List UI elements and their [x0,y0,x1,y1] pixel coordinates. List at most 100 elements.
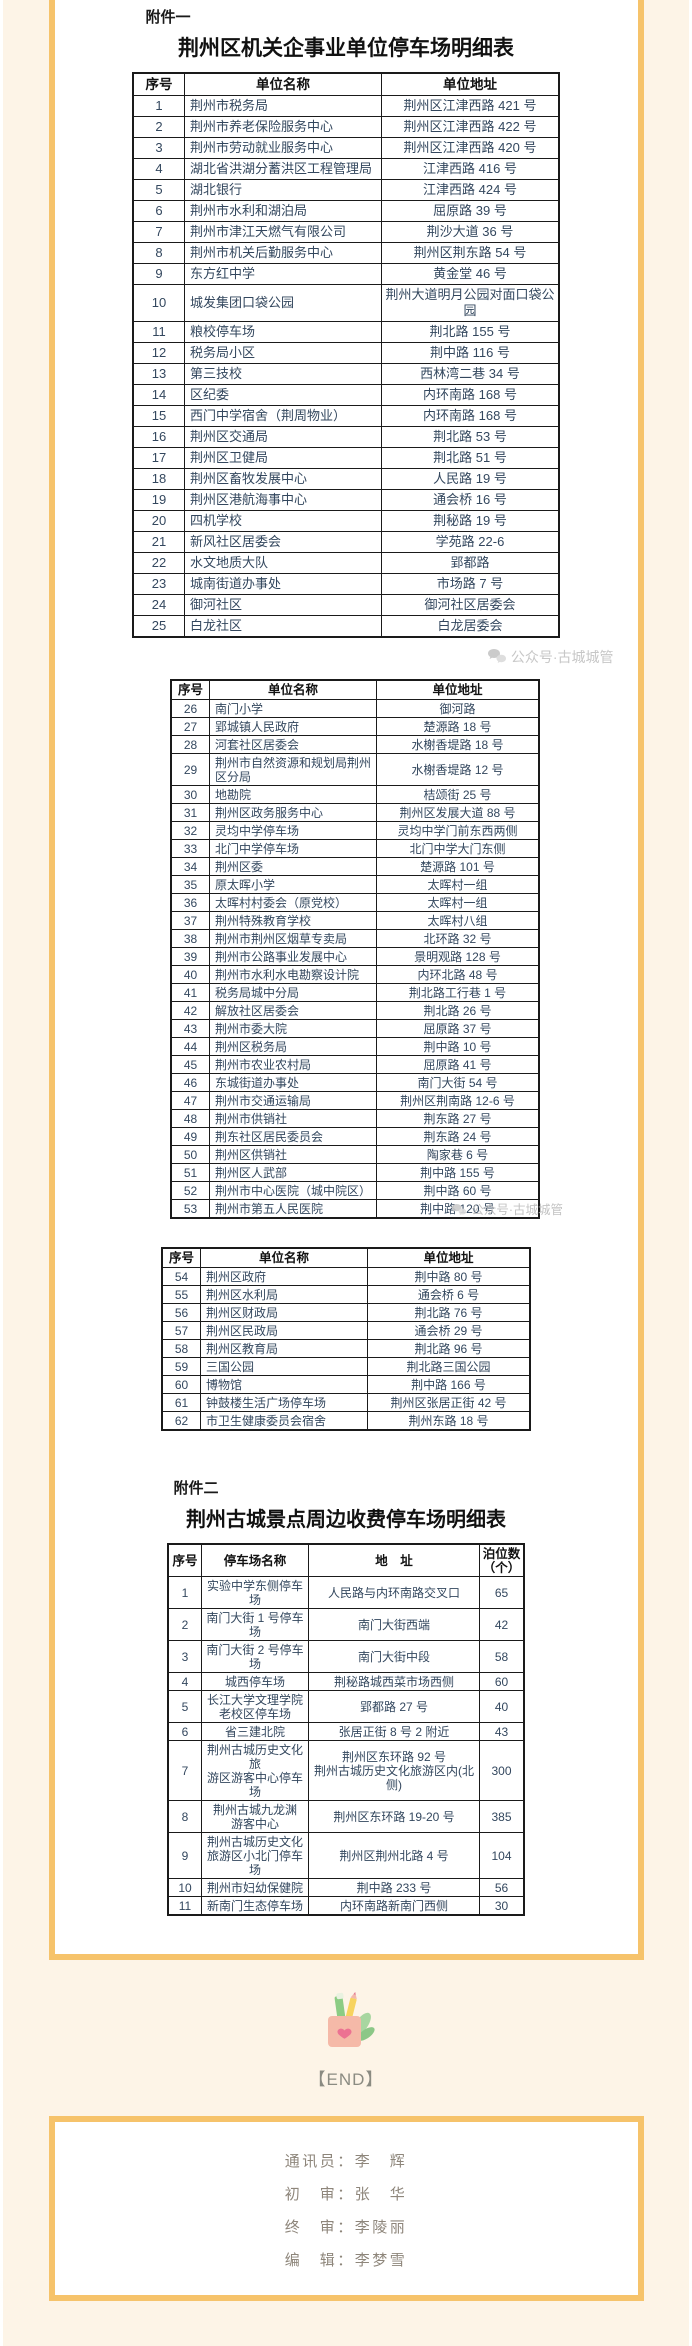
table-row: 11 粮校停车场 荆北路 155 号 [132,321,560,343]
table-cell: 59 [161,1357,201,1376]
table-cell: 南门大街西端 [308,1608,480,1641]
table-row: 7 荆州市津江天燃气有限公司 荆沙大道 36 号 [132,221,560,243]
table-cell: 荆州市水利水电勘察设计院 [209,965,377,984]
article-body: 附件一 荆州区机关企事业单位停车场明细表 序号 单位名称 单位地址 1 荆州市税务局 荆州… [3,0,689,2346]
table-cell: 内环南路 168 号 [381,405,560,427]
table-cell: 南门大街 1 号停车场 [201,1608,309,1641]
paid-parking-table: 序号 停车场名称地 址泊位数 （个） 1 实验中学东侧停车场 人民路与内环南路交叉口 65… [167,1543,525,1916]
table-cell: 5 [167,1690,202,1723]
table-cell: 水文地质大队 [184,552,382,574]
table-row: 41 税务局城中分局 荆北路工行巷 1 号 [170,983,540,1002]
table-cell: 省三建北院 [201,1722,309,1741]
table-row: 3 荆州市劳动就业服务中心 荆州区江津西路 420 号 [132,137,560,159]
table-cell: 北门中学大门东侧 [376,839,540,858]
table-row: 10 荆州市妇幼保健院 荆中路 233 号 56 [167,1878,525,1897]
table-cell: 荆州区供销社 [209,1145,377,1164]
unit-parking-table-3: 序号 单位名称 单位地址 54 荆州区政府 荆中路 80 号 55 荆州区水利局 通会桥 6 号… [161,1247,531,1431]
table-cell: 20 [132,510,185,532]
table-header-row: 序号 单位名称 单位地址 [161,1247,531,1268]
table-header-row: 序号 停车场名称地 址泊位数 （个） [167,1543,525,1577]
table-cell: 56 [161,1303,201,1322]
table-cell: 荆东路 24 号 [376,1127,540,1146]
table-row: 62 市卫生健康委员会宿舍 荆州东路 18 号 [161,1411,531,1431]
table-cell: 15 [132,405,185,427]
table-row: 51 荆州区人武部 荆中路 155 号 [170,1163,540,1182]
table-row: 6 省三建北院 张居正街 8 号 2 附近 43 [167,1722,525,1741]
table-cell: 62 [161,1411,201,1431]
table-header-row: 序号 单位名称 单位地址 [132,72,560,96]
table-cell: 19 [132,489,185,511]
table-cell: 52 [170,1181,210,1200]
table-cell: 23 [132,573,185,595]
attachment2-label: 附件二 [173,1480,219,1497]
table-cell: 34 [170,857,210,876]
table-cell: 荆州区政府 [200,1267,368,1286]
table-cell: 荆东路 27 号 [376,1109,540,1128]
table-cell: 荆州古城历史文化 旅游区小北门停车场 [201,1832,309,1879]
table-cell: 太晖村村委会（原党校） [209,893,377,912]
table-cell: 长江大学文理学院 老校区停车场 [201,1690,309,1723]
watermark-text: 公众号·古城城管 [471,1203,563,1217]
table-row: 32 灵均中学停车场 灵均中学门前东西两侧 [170,821,540,840]
column-header: 单位地址 [367,1247,531,1268]
table-row: 39 荆州市公路事业发展中心 景明观路 128 号 [170,947,540,966]
table-cell: 38 [170,929,210,948]
table-cell: 荆州市自然资源和规划局荆州区分局 [209,753,377,786]
table-cell: 32 [170,821,210,840]
table-cell: 荆州市第五人民医院 [209,1199,377,1219]
attachment1-label: 附件一 [145,9,191,26]
table-row: 56 荆州区财政局 荆北路 76 号 [161,1303,531,1322]
table-cell: 荆州市荆州区烟草专卖局 [209,929,377,948]
table-cell: 60 [161,1375,201,1394]
table-cell: 荆州区卫健局 [184,447,382,469]
table-cell: 御河社区居委会 [381,594,560,616]
table-row: 46 东城街道办事处 南门大街 54 号 [170,1073,540,1092]
table-cell: 新南门生态停车场 [201,1896,309,1916]
table-cell: 荆州区税务局 [209,1037,377,1056]
table-cell: 荆州市公路事业发展中心 [209,947,377,966]
table-cell: 西门中学宿舍（荆周物业） [184,405,382,427]
table-cell: 3 [132,137,185,159]
column-header: 泊位数 （个） [479,1543,525,1577]
table-row: 58 荆州区教育局 荆北路 96 号 [161,1339,531,1358]
table-cell: 西林湾二巷 34 号 [381,363,560,385]
table-cell: 43 [479,1722,525,1741]
table-row: 4 湖北省洪湖分蓄洪区工程管理局 江津西路 416 号 [132,158,560,180]
table-cell: 7 [167,1740,202,1801]
table-cell: 荆中路 80 号 [367,1267,531,1286]
table-row: 6 荆州市水利和湖泊局 屈原路 39 号 [132,200,560,222]
table-cell: 城西停车场 [201,1672,309,1691]
table-cell: 御河路 [376,699,540,718]
table-cell: 荆州区江津西路 420 号 [381,137,560,159]
table-cell: 荆州区人武部 [209,1163,377,1182]
table-cell: 三国公园 [200,1357,368,1376]
table-cell: 荆北路 51 号 [381,447,560,469]
table-cell: 荆州市中心医院（城中院区） [209,1181,377,1200]
table-cell: 24 [132,594,185,616]
table-cell: 荆州区东环路 92 号 荆州古城历史文化旅游区内(北侧) [308,1740,480,1801]
column-header: 序号 [161,1247,201,1268]
table-cell: 楚源路 18 号 [376,717,540,736]
table-cell: 南门大街 54 号 [376,1073,540,1092]
table-cell: 荆州古城九龙渊 游客中心 [201,1800,309,1833]
table-cell: 原太晖小学 [209,875,377,894]
table-row: 10 城发集团口袋公园 荆州大道明月公园对面口袋公园 [132,284,560,322]
table-row: 40 荆州市水利水电勘察设计院 内环北路 48 号 [170,965,540,984]
table-cell: 人民路与内环南路交叉口 [308,1576,480,1609]
column-header: 单位地址 [381,72,560,96]
watermark-2: 公众号·古城城管 [451,1202,563,1218]
table-row: 42 解放社区居委会 荆北路 26 号 [170,1001,540,1020]
table-cell: 荆沙大道 36 号 [381,221,560,243]
table-cell: 荆州区荆东路 54 号 [381,242,560,264]
table-cell: 荆中路 155 号 [376,1163,540,1182]
table-cell: 荆北路工行巷 1 号 [376,983,540,1002]
credit-communicator: 通讯员：李 辉 [284,2153,408,2170]
table-cell: 荆北路 53 号 [381,426,560,448]
table-cell: 郢都路 27 号 [308,1690,480,1723]
table-row: 60 博物馆 荆中路 166 号 [161,1375,531,1394]
table-cell: 屈原路 41 号 [376,1055,540,1074]
table-cell: 荆州市养老保险服务中心 [184,116,382,138]
table-cell: 40 [170,965,210,984]
credit-final-review: 终 审：李陵丽 [284,2219,408,2236]
table-cell: 27 [170,717,210,736]
